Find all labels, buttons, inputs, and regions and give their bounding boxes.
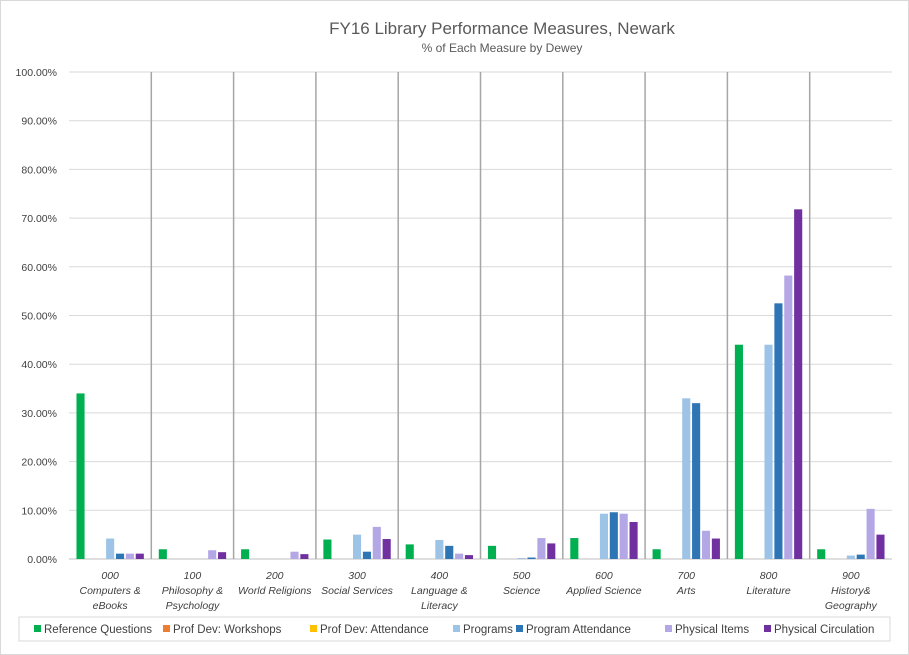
x-category-label: 000 Computers & eBooks — [80, 570, 141, 612]
legend-label: Programs — [463, 624, 513, 636]
y-tick-label: 80.00% — [21, 164, 57, 176]
bar-physical-circulation — [382, 539, 391, 559]
x-category-label: 700 Arts — [676, 570, 696, 597]
x-axis-category-labels: 000 Computers & eBooks 100 Philosophy & Psych… — [80, 570, 878, 612]
y-tick-label: 30.00% — [21, 408, 57, 420]
legend-label: Physical Items — [675, 624, 749, 636]
chart-title: FY16 Library Performance Measures, Newar… — [329, 19, 675, 38]
bar-reference-questions — [817, 549, 826, 559]
bar-reference-questions — [405, 544, 414, 559]
bar-program-attendance — [692, 403, 701, 559]
bar-reference-questions — [158, 549, 167, 559]
bar-physical-items — [701, 530, 711, 559]
x-category-label: 600 Applied Science — [565, 570, 641, 597]
y-axis-tick-labels: 0.00% 10.00% 20.00% 30.00% 40.00% 50.00% 60.00… — [16, 67, 57, 566]
x-category-label: 300 Social Services — [321, 570, 394, 597]
y-tick-label: 90.00% — [21, 116, 57, 128]
bar-programs — [764, 344, 773, 559]
y-tick-label: 40.00% — [21, 359, 57, 371]
bar-reference-questions — [487, 545, 497, 559]
bar-physical-circulation — [711, 538, 720, 559]
bar-program-attendance — [527, 557, 536, 559]
bar-programs — [682, 398, 691, 559]
bar-reference-questions — [76, 393, 85, 559]
bar-physical-circulation — [464, 555, 474, 559]
y-tick-label: 20.00% — [21, 457, 57, 469]
chart-subtitle: % of Each Measure by Dewey — [422, 41, 583, 55]
bar-program-attendance — [362, 551, 371, 559]
legend-label: Program Attendance — [526, 624, 631, 636]
y-tick-label: 50.00% — [21, 311, 57, 323]
bar-programs — [106, 538, 115, 559]
legend-swatch — [665, 625, 672, 632]
bar-program-attendance — [445, 545, 454, 559]
bar-physical-items — [208, 550, 217, 559]
bar-physical-circulation — [135, 553, 144, 559]
legend-label: Prof Dev: Attendance — [320, 624, 429, 636]
bar-physical-circulation — [794, 209, 803, 560]
bar-reference-questions — [323, 539, 332, 559]
bar-physical-items — [619, 513, 628, 559]
x-category-label: 500 Science — [503, 570, 541, 597]
x-category-label: 200 World Religions — [238, 570, 312, 597]
bar-programs — [353, 534, 362, 559]
legend-label: Physical Circulation — [774, 624, 874, 636]
category-separators — [150, 72, 811, 559]
bar-programs — [846, 555, 855, 559]
x-category-label: 800 Literature — [746, 570, 791, 597]
legend-swatch — [34, 625, 41, 632]
bar-physical-circulation — [300, 554, 309, 559]
bar-physical-circulation — [629, 521, 638, 559]
x-category-label: 100 Philosophy & Psychology — [162, 570, 223, 612]
y-tick-label: 70.00% — [21, 213, 57, 225]
y-tick-label: 0.00% — [27, 554, 57, 566]
bar-physical-items — [372, 526, 381, 559]
bar-physical-items — [866, 508, 875, 559]
bar-reference-questions — [652, 549, 661, 559]
y-tick-label: 100.00% — [16, 67, 57, 79]
bar-program-attendance — [856, 554, 865, 559]
bar-physical-items — [290, 551, 299, 559]
bar-programs — [599, 513, 608, 559]
y-tick-label: 60.00% — [21, 262, 57, 274]
bars — [76, 209, 885, 560]
legend: Reference Questions Prof Dev: Workshops Pr… — [18, 616, 891, 642]
legend-swatch — [764, 625, 771, 632]
bar-physical-items — [784, 275, 793, 559]
x-category-label: 400 Language & Literacy — [411, 570, 468, 612]
legend-swatch — [516, 625, 523, 632]
legend-label: Reference Questions — [44, 624, 152, 636]
bar-physical-circulation — [876, 534, 885, 559]
bar-physical-items — [455, 553, 464, 559]
bar-reference-questions — [570, 538, 579, 559]
x-category-label: 900 History& Geography — [825, 570, 878, 612]
bar-program-attendance — [609, 512, 618, 559]
bar-physical-items — [125, 553, 134, 559]
bar-program-attendance — [115, 553, 125, 559]
bar-physical-circulation — [547, 543, 556, 559]
bar-physical-items — [537, 538, 546, 559]
legend-swatch — [163, 625, 170, 632]
legend-swatch — [453, 625, 460, 632]
bar-physical-circulation — [218, 552, 227, 559]
bar-programs — [435, 540, 444, 559]
legend-label: Prof Dev: Workshops — [173, 624, 282, 636]
bar-program-attendance — [774, 303, 783, 559]
bar-reference-questions — [734, 344, 743, 559]
legend-swatch — [310, 625, 317, 632]
bar-reference-questions — [241, 549, 250, 559]
y-tick-label: 10.00% — [21, 505, 57, 517]
bar-programs — [517, 558, 526, 559]
